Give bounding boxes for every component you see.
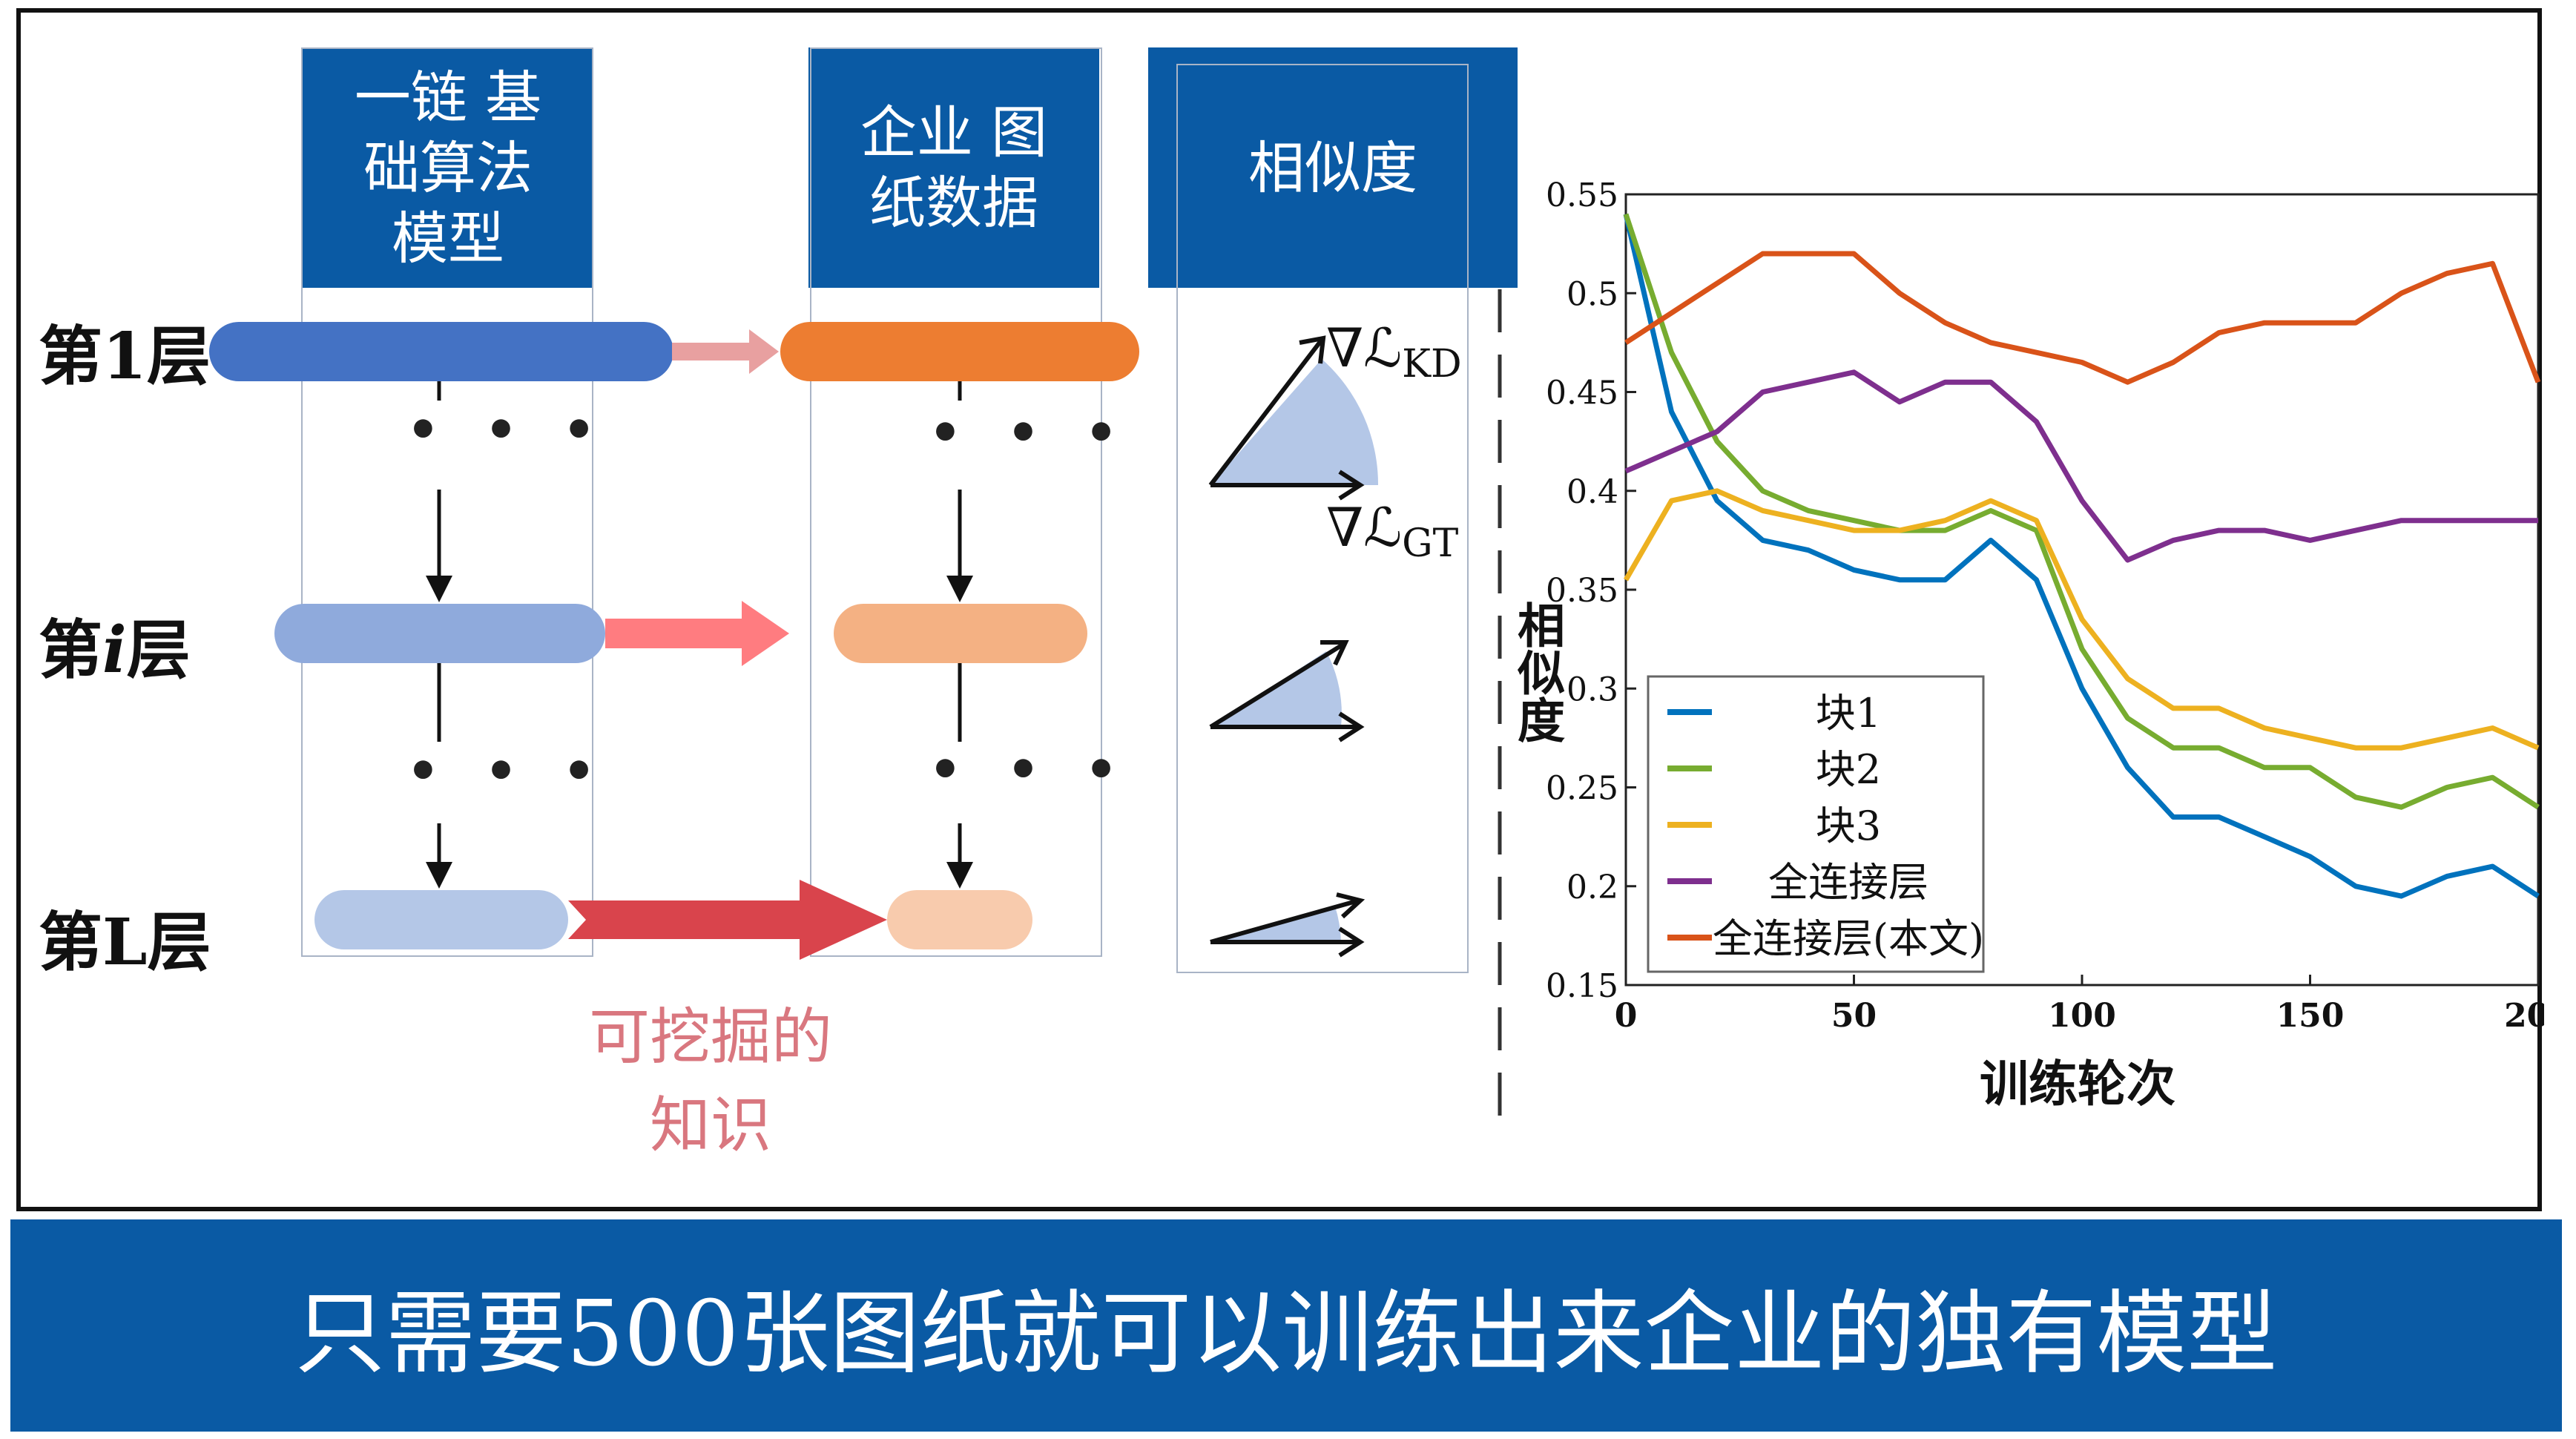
- gt-vector-head-layerL: [1338, 926, 1365, 958]
- chart-x-tick-label: 200: [2504, 997, 2544, 1035]
- kd-vector-layeri: [1209, 642, 1345, 729]
- chart-legend-label: 块2: [1816, 746, 1881, 793]
- chart-series-line-1: [1623, 213, 2540, 899]
- column-outline-similarity: [1176, 64, 1469, 973]
- chart-x-tick-label: 50: [1831, 997, 1877, 1035]
- ellipsis-enterprise-upper: • • •: [929, 402, 1131, 464]
- column-header-base-model: 一链 基 础算法 模型: [303, 47, 593, 288]
- minable-knowledge-label: 可挖掘的 知识: [570, 994, 851, 1170]
- ellipsis-base-upper: • • •: [406, 399, 609, 461]
- base-flow-head-2: [426, 576, 452, 602]
- chart-x-axis-label: 训练轮次: [1980, 1055, 2175, 1113]
- transfer-arrow-layeri: [605, 601, 789, 666]
- chart-y-tick-label: 0.4: [1567, 473, 1618, 511]
- chart-legend-label: 块3: [1816, 803, 1881, 849]
- kd-vector-head-layer1: [1299, 335, 1326, 364]
- chart-y-tick-label: 0.25: [1546, 770, 1618, 808]
- chart-y-tick-label: 0.5: [1567, 275, 1618, 313]
- column-header-similarity: 相似度: [1148, 47, 1518, 288]
- base-model-layer1-bar: [209, 322, 673, 381]
- gradient-angle-layer1: [1208, 335, 1379, 501]
- kd-vector-head-layeri: [1320, 640, 1349, 666]
- gt-vector-head-layer1: [1338, 470, 1365, 501]
- transfer-arrow-layerL: [568, 880, 887, 960]
- chart-series-line-4: [1624, 369, 2538, 563]
- footer-text: 只需要500张图纸就可以训练出来企业的独有模型: [294, 1280, 2278, 1386]
- chart-y-tick-label: 0.35: [1546, 572, 1618, 610]
- kd-gradient-symbol: ∇ℒ: [1326, 317, 1402, 379]
- gt-vector-head-layeri: [1338, 711, 1365, 742]
- transfer-arrow-layer1: [672, 329, 779, 374]
- column-outline-enterprise-data: [810, 47, 1102, 957]
- gradient-angle-layeri: [1209, 640, 1365, 742]
- ent-flow-head-4: [946, 862, 973, 889]
- chart-y-axis-label: 相似度: [1509, 601, 1566, 743]
- chart-series-line-5: [1624, 251, 2541, 385]
- chart-x-tick-label: 0: [1615, 997, 1638, 1035]
- chart-legend-label: 全连接层: [1768, 859, 1928, 906]
- enterprise-data-header-text: 企业 图 纸数据: [860, 99, 1048, 236]
- chart-y-tick-label: 0.15: [1546, 967, 1618, 1005]
- gt-gradient-label: ∇ℒGT: [1326, 496, 1459, 566]
- chart-y-tick-label: 0.55: [1546, 177, 1618, 214]
- gt-gradient-symbol: ∇ℒ: [1326, 496, 1402, 559]
- enterprise-layer1-bar: [780, 322, 1139, 381]
- angle-fill-layer1: [1210, 359, 1379, 485]
- layer-label-middle-index: i: [102, 613, 127, 688]
- kd-gradient-label: ∇ℒKD: [1326, 317, 1462, 386]
- layer-label-last: 第L层: [39, 905, 211, 980]
- column-header-enterprise-data: 企业 图 纸数据: [808, 47, 1099, 288]
- chart-plot-area: 0.15 0.2 0.25 0.3 0.35 0.4 0.45 0.5 0.55 0 50 100 15…: [1546, 177, 2544, 1035]
- minable-knowledge-text: 可挖掘的 知识: [588, 1002, 832, 1161]
- gt-gradient-subscript: GT: [1402, 521, 1459, 566]
- ent-flow-head-2: [946, 576, 973, 602]
- chart-x-tick-label: 150: [2276, 997, 2345, 1035]
- layer-label-middle-suffix: 层: [126, 613, 191, 688]
- chart-y-tick-label: 0.45: [1546, 375, 1618, 412]
- layer-label-middle: 第i层: [39, 598, 191, 691]
- chart-y-tick-label: 0.2: [1567, 869, 1618, 906]
- chart-series-line-2: [1623, 213, 2540, 810]
- base-flow-head-4: [426, 862, 452, 889]
- base-model-layeri-bar: [274, 604, 605, 663]
- base-column-flow-arrows: [426, 381, 452, 889]
- base-model-layerL-bar: [314, 890, 568, 949]
- enterprise-column-flow-arrows: [946, 381, 973, 889]
- kd-vector-layerL: [1210, 898, 1360, 944]
- base-model-header-text: 一链 基 础算法 模型: [354, 64, 542, 271]
- kd-vector-layer1: [1208, 338, 1324, 487]
- ellipsis-base-lower: • • •: [406, 740, 609, 802]
- enterprise-layeri-bar: [834, 604, 1087, 663]
- footer-banner: 只需要500张图纸就可以训练出来企业的独有模型: [10, 1219, 2562, 1432]
- layer-label-middle-prefix: 第: [39, 613, 102, 688]
- gradient-angle-layerL: [1210, 892, 1366, 958]
- kd-vector-head-layerL: [1336, 892, 1366, 919]
- chart-y-tick-label: 0.3: [1567, 671, 1618, 708]
- chart-x-tick-label: 100: [2048, 997, 2116, 1035]
- column-outline-base-model: [301, 47, 593, 957]
- chart-legend-label: 全连接层(本文): [1713, 915, 1984, 962]
- ellipsis-enterprise-lower: • • •: [929, 739, 1131, 800]
- chart-legend-label: 块1: [1816, 690, 1881, 737]
- similarity-line-chart: 相似度 训练轮次 0.15 0.2 0.25 0.3 0.35 0.4 0.45 0.5 0.5…: [1509, 177, 2544, 1113]
- chart-series-line-3: [1623, 488, 2540, 751]
- similarity-header-text: 相似度: [1248, 134, 1417, 201]
- layer-label-first: 第1层: [39, 319, 211, 394]
- enterprise-layerL-bar: [887, 890, 1032, 949]
- kd-gradient-subscript: KD: [1402, 342, 1462, 386]
